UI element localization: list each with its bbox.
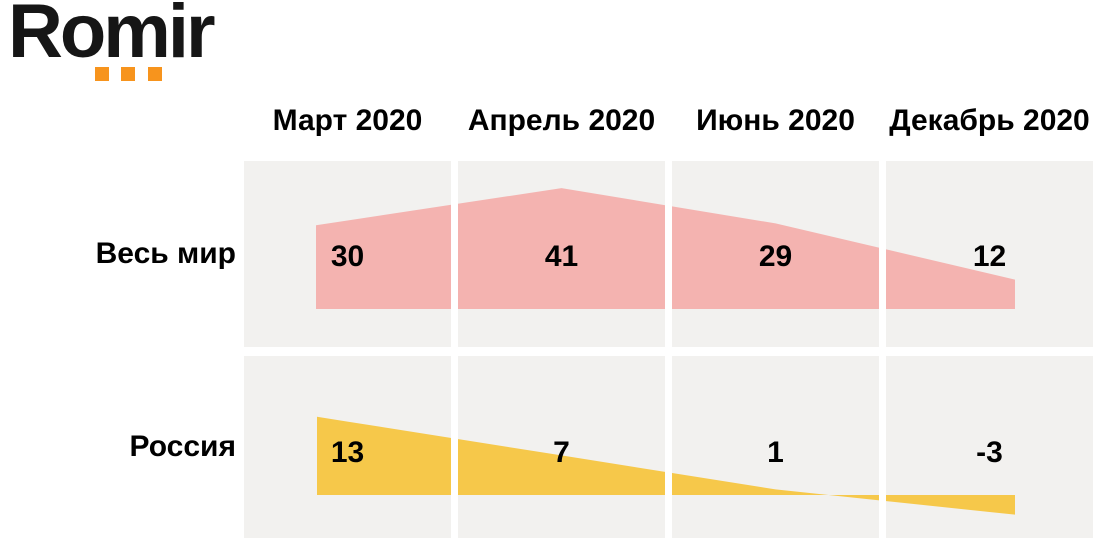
value-label: 30 xyxy=(330,240,365,273)
row-label-world: Весь мир xyxy=(95,237,236,270)
column-header-april-2020: Апрель 2020 xyxy=(467,104,656,137)
column-header-june-2020: Июнь 2020 xyxy=(696,104,855,137)
value-label: 1 xyxy=(767,436,784,469)
russia-row-chart xyxy=(244,356,1093,538)
world-row: 30 41 29 12 xyxy=(244,161,1093,347)
column-header-december-2020: Декабрь 2020 xyxy=(889,104,1090,137)
world-row-chart xyxy=(244,161,1093,347)
row-label-russia: Россия xyxy=(129,430,236,463)
grid-gutter xyxy=(879,161,886,347)
grid-cell xyxy=(886,161,1093,347)
logo-dot-icon xyxy=(95,67,109,81)
grid-gutter xyxy=(665,356,672,538)
russia-area-ribbon xyxy=(317,416,1015,515)
grid-gutter xyxy=(451,356,458,538)
grid-cell xyxy=(672,356,879,538)
value-label: 12 xyxy=(972,240,1007,273)
value-label: 13 xyxy=(330,436,365,469)
grid-gutter xyxy=(665,161,672,347)
value-label: 7 xyxy=(553,436,570,469)
romir-logo: Romir xyxy=(0,0,240,95)
grid-gutter xyxy=(451,161,458,347)
logo-dot-icon xyxy=(121,67,135,81)
logo-wordmark: Romir xyxy=(8,0,216,74)
grid-gutter xyxy=(879,356,886,538)
value-label: 41 xyxy=(544,240,579,273)
value-label: -3 xyxy=(976,436,1003,469)
value-label: 29 xyxy=(758,240,793,273)
logo-dot-icon xyxy=(148,67,162,81)
column-header-march-2020: Март 2020 xyxy=(272,104,423,137)
russia-row: 13 7 1 -3 xyxy=(244,356,1093,538)
